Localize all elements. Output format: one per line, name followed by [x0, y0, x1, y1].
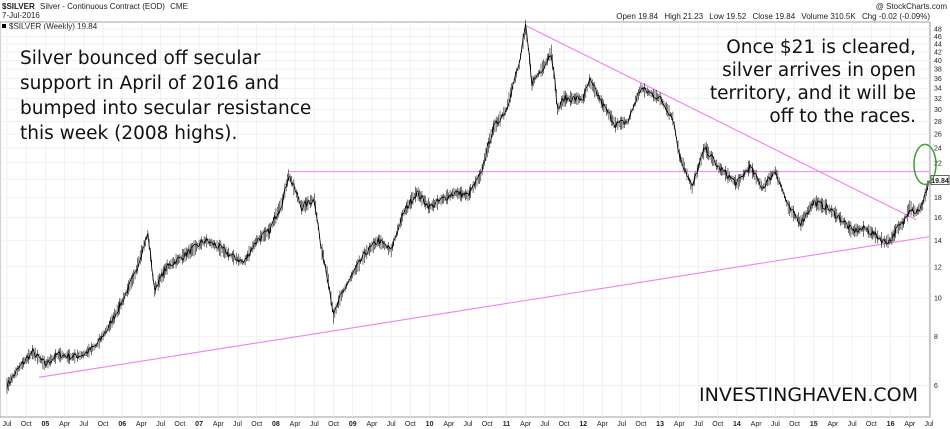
y-tick-label: 36: [934, 76, 942, 83]
y-tick-label: 22: [934, 160, 942, 167]
x-tick-label: Oct: [866, 421, 877, 428]
x-tick-label: Jul: [79, 421, 88, 428]
ohlc-line: Open 19.84 High 21.23 Low 19.52 Close 19…: [616, 12, 930, 21]
annotation-left-line-3: bumped into secular resistance: [20, 98, 311, 119]
trendline-downtrend: [525, 24, 917, 221]
y-tick-label: 44: [934, 41, 942, 48]
x-tick-label: Oct: [635, 421, 646, 428]
x-tick-label: Oct: [405, 421, 416, 428]
x-tick-label: Jul: [156, 421, 165, 428]
x-tick-label: Jul: [771, 421, 780, 428]
breakout-highlight-ellipse: [913, 143, 937, 186]
y-tick-label: 46: [934, 34, 942, 41]
x-tick-label: Apr: [290, 421, 302, 428]
x-tick-label: Oct: [789, 421, 800, 428]
x-tick-label: Jul: [540, 421, 549, 428]
x-tick-label: Jul: [464, 421, 473, 428]
x-tick-label: 08: [272, 421, 280, 428]
x-tick-label: Oct: [251, 421, 262, 428]
y-tick-label: 8: [934, 334, 938, 341]
x-tick-label: Apr: [59, 421, 71, 428]
y-tick-label: 34: [934, 86, 942, 93]
y-tick-label: 18: [934, 195, 942, 202]
x-axis: Jul Oct 05 Apr Jul Oct 06 Apr Jul Oct 07 Apr Jul Oct 0…: [3, 421, 934, 428]
x-tick-label: Apr: [597, 421, 609, 428]
y-tick-label: 6: [934, 383, 938, 390]
y-tick-label: 40: [934, 58, 942, 65]
y-tick-label: 26: [934, 132, 942, 139]
x-tick-label: Jul: [3, 421, 12, 428]
x-tick-label: Jul: [617, 421, 626, 428]
x-tick-label: Apr: [674, 421, 686, 428]
x-tick-label: Apr: [520, 421, 532, 428]
x-tick-label: Oct: [328, 421, 339, 428]
y-tick-label: 32: [934, 96, 942, 103]
y-tick-label: 14: [934, 238, 942, 245]
x-tick-label: 16: [887, 421, 895, 428]
x-tick-label: Apr: [828, 421, 840, 428]
x-tick-label: 15: [810, 421, 818, 428]
annotation-left-line-4: this week (2008 highs).: [20, 123, 237, 144]
price-line: [6, 23, 930, 390]
x-tick-label: Oct: [482, 421, 493, 428]
x-tick-label: Apr: [136, 421, 148, 428]
y-tick-label: 38: [934, 67, 942, 74]
x-tick-label: 12: [579, 421, 587, 428]
stockcharts-credit: @ StockCharts.com: [876, 2, 948, 11]
x-tick-label: 06: [118, 421, 126, 428]
x-tick-label: Jul: [848, 421, 857, 428]
y-tick-label: 28: [934, 119, 942, 126]
svg-text:19.84: 19.84: [931, 178, 949, 185]
annotation-left-line-2: support in April of 2016 and: [20, 73, 279, 94]
y-axis: 6810121416182022242628303234363840424446…: [934, 27, 942, 391]
x-tick-label: 11: [503, 421, 511, 428]
x-tick-label: Apr: [751, 421, 763, 428]
x-tick-label: Oct: [559, 421, 570, 428]
y-tick-label: 42: [934, 49, 942, 56]
x-tick-label: Apr: [213, 421, 225, 428]
x-tick-label: 07: [195, 421, 203, 428]
y-tick-label: 24: [934, 145, 942, 152]
annotation-right-line-2: silver arrives in open: [722, 60, 916, 81]
x-tick-label: Oct: [712, 421, 723, 428]
x-tick-label: Jul: [694, 421, 703, 428]
x-tick-label: Jul: [310, 421, 319, 428]
x-tick-label: Apr: [904, 421, 916, 428]
y-tick-label: 10: [934, 296, 942, 303]
x-tick-label: Apr: [443, 421, 455, 428]
y-tick-label: 12: [934, 264, 942, 271]
x-tick-label: Jul: [233, 421, 242, 428]
x-tick-label: 10: [426, 421, 434, 428]
annotation-left-line-1: Silver bounced off secular: [20, 48, 261, 69]
annotation-right-line-4: off to the races.: [769, 106, 916, 127]
trendline-secular-support: [38, 236, 930, 378]
y-tick-label: 16: [934, 215, 942, 222]
legend-label: $SILVER (Weekly) 19.84: [9, 22, 98, 31]
investinghaven-watermark: INVESTINGHAVEN.COM: [699, 384, 918, 406]
annotation-right-line-1: Once $21 is cleared,: [726, 37, 916, 58]
x-tick-label: Apr: [367, 421, 379, 428]
y-tick-label: 30: [934, 107, 942, 114]
chart-date: 7-Jul-2016: [2, 11, 40, 20]
plot-area: [0, 21, 931, 418]
x-tick-label: Oct: [21, 421, 32, 428]
y-tick-label: 48: [934, 27, 942, 34]
x-tick-label: Oct: [174, 421, 185, 428]
x-tick-label: Jul: [925, 421, 934, 428]
x-tick-label: 05: [42, 421, 50, 428]
price-series: [6, 19, 930, 394]
x-tick-label: 13: [656, 421, 664, 428]
legend-swatch: [2, 24, 6, 28]
x-tick-label: Jul: [387, 421, 396, 428]
x-tick-label: 09: [349, 421, 357, 428]
x-tick-label: 14: [733, 421, 741, 428]
trendlines: [38, 24, 930, 378]
chart-symbol-line: $SILVER Silver - Continuous Contract (EO…: [2, 2, 188, 11]
x-tick-label: Oct: [98, 421, 109, 428]
annotation-right-line-3: territory, and it will be: [710, 83, 916, 104]
grid-lines: [0, 22, 930, 417]
